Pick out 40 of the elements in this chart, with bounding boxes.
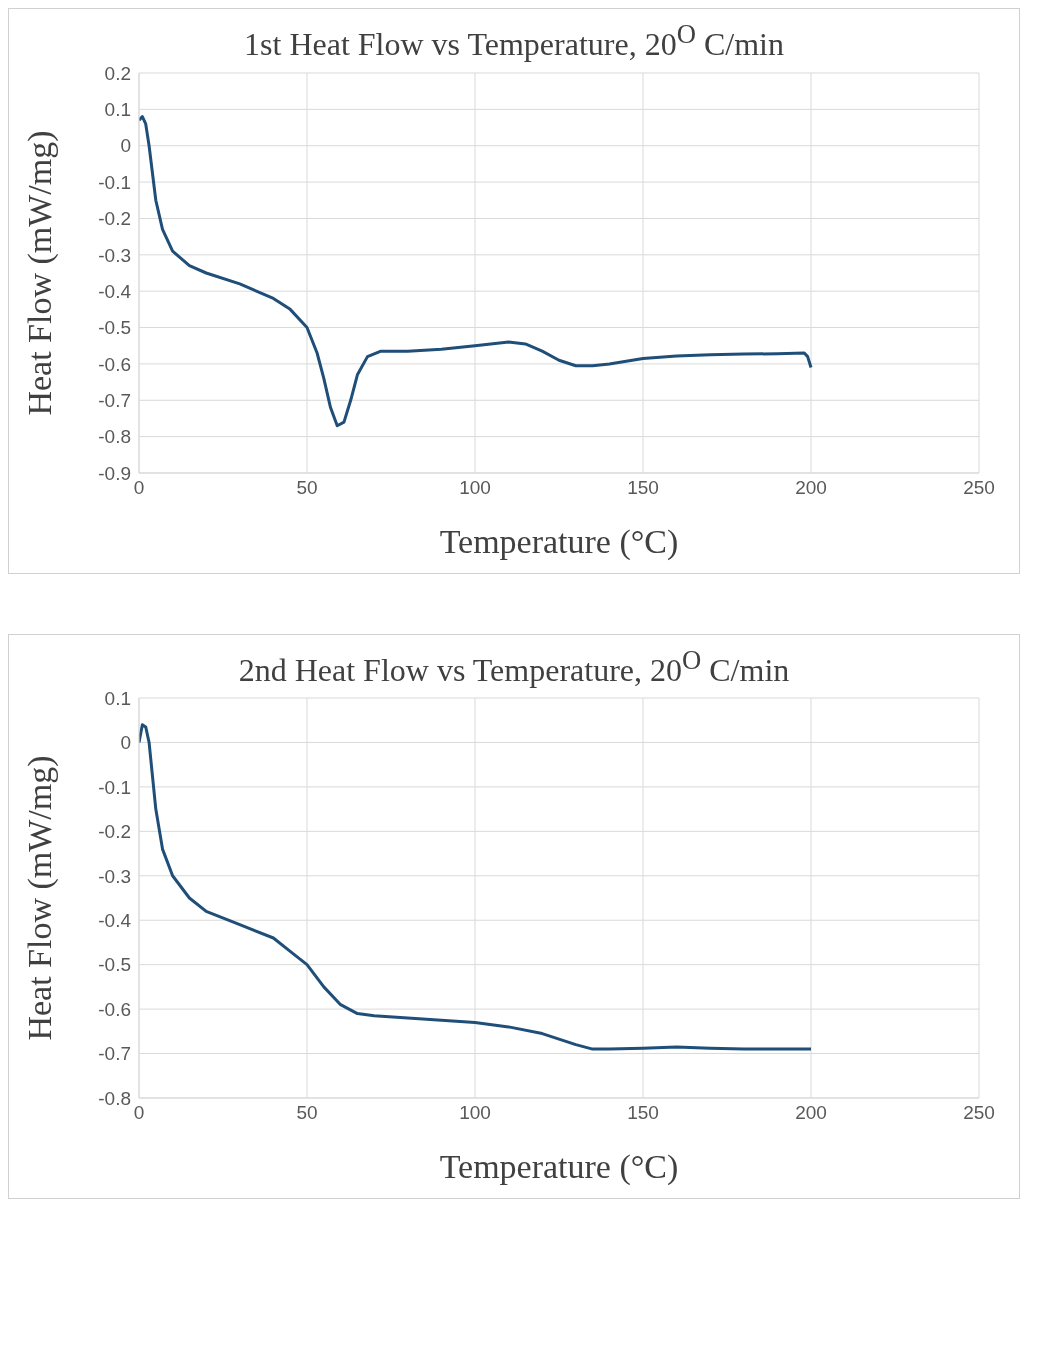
y-tick-label: 0 xyxy=(120,732,131,754)
y-tick-label: 0 xyxy=(120,135,131,157)
y-tick-label: -0.2 xyxy=(98,821,131,843)
x-tick-label: 50 xyxy=(296,1102,318,1124)
y-tick-label: -0.7 xyxy=(98,389,131,411)
y-tick-label: -0.6 xyxy=(98,353,131,375)
y-axis-title: Heat Flow (mW/mg) xyxy=(21,755,60,1041)
y-tick-label: -0.6 xyxy=(98,999,131,1021)
x-axis-title: Temperature (°C) xyxy=(439,1148,679,1187)
x-tick-label: 150 xyxy=(627,1102,659,1124)
line-series xyxy=(139,114,813,427)
y-tick-label: -0.1 xyxy=(98,171,131,193)
chart-title: 1st Heat Flow vs Temperature, 20$^{O}$ C/min xyxy=(243,19,785,63)
y-tick-label: 0.1 xyxy=(104,98,131,120)
x-tick-label: 100 xyxy=(459,1102,491,1124)
x-tick-label: 250 xyxy=(963,477,995,499)
y-tick-label: -0.3 xyxy=(98,865,131,887)
x-tick-label: 200 xyxy=(795,1102,827,1124)
y-tick-label: 0.2 xyxy=(104,62,131,84)
y-axis-title: Heat Flow (mW/mg) xyxy=(21,130,60,416)
x-tick-label: 100 xyxy=(459,477,491,499)
x-tick-label: 150 xyxy=(627,477,659,499)
x-tick-label: 50 xyxy=(296,477,318,499)
y-tick-label: -0.5 xyxy=(98,954,131,976)
y-tick-label: -0.8 xyxy=(98,426,131,448)
y-tick-label: -0.4 xyxy=(98,280,132,302)
x-axis-title: Temperature (°C) xyxy=(439,522,679,561)
y-tick-label: -0.5 xyxy=(98,316,131,338)
y-tick-label: -0.7 xyxy=(98,1043,131,1065)
y-tick-label: -0.3 xyxy=(98,244,131,266)
y-tick-label: -0.9 xyxy=(98,462,131,484)
y-tick-label: -0.8 xyxy=(98,1088,131,1110)
chart-title: 2nd Heat Flow vs Temperature, 20$^{O}$ C/min xyxy=(237,644,791,689)
y-tick-label: -0.2 xyxy=(98,207,131,229)
line-series xyxy=(139,723,813,1051)
y-tick-label: -0.1 xyxy=(98,776,131,798)
y-tick-label: -0.4 xyxy=(98,910,132,932)
y-tick-label: 0.1 xyxy=(104,688,131,710)
x-tick-label: 200 xyxy=(795,477,827,499)
x-tick-label: 250 xyxy=(963,1102,995,1124)
